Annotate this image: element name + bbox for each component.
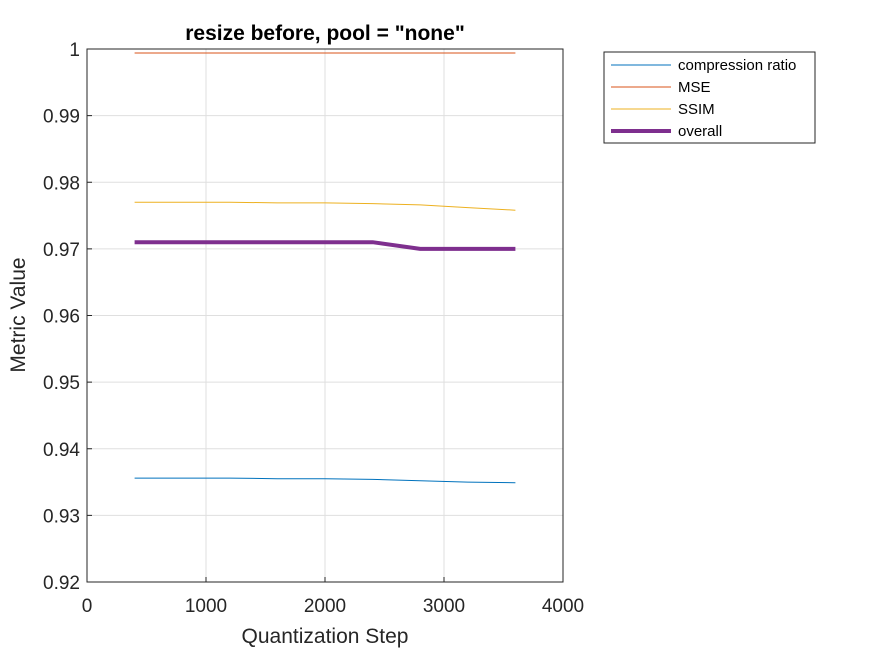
series-line-compression-ratio: [134, 477, 516, 484]
y-tick-label: 0.94: [43, 440, 80, 461]
series-line-ssim: [134, 201, 516, 211]
y-tick-label: 1: [69, 40, 80, 61]
y-axis-label: Metric Value: [7, 257, 30, 372]
x-tick-label: 1000: [185, 596, 227, 617]
y-tick-label: 0.98: [43, 173, 80, 194]
series-layer: [134, 52, 516, 484]
legend-entry-label: compression ratio: [678, 57, 796, 74]
y-tick-label: 0.96: [43, 307, 80, 328]
chart-title: resize before, pool = "none": [185, 22, 465, 45]
x-tick-label: 0: [82, 596, 93, 617]
x-tick-label: 4000: [542, 596, 584, 617]
legend-entry-label: MSE: [678, 79, 711, 96]
legend-entry-label: overall: [678, 123, 722, 140]
y-tick-label: 0.99: [43, 107, 80, 128]
y-tick-label: 0.97: [43, 240, 80, 261]
legend-entry-label: SSIM: [678, 101, 715, 118]
y-tick-label: 0.93: [43, 506, 80, 527]
x-tick-label: 3000: [423, 596, 465, 617]
x-axis-label: Quantization Step: [242, 625, 409, 648]
legend-box: [603, 51, 816, 144]
series-line-overall: [134, 240, 516, 251]
x-tick-label: 2000: [304, 596, 346, 617]
y-tick-label: 0.95: [43, 373, 80, 394]
grid-lines: [87, 49, 563, 582]
y-axis-ticks: 0.92 0.93 0.94 0.95 0.96 0.97 0.98 0.99 1: [43, 40, 92, 594]
x-axis-ticks: 0 1000 2000 3000 4000: [82, 577, 584, 617]
legend: compression ratio MSE SSIM overall: [603, 51, 816, 144]
y-tick-label: 0.92: [43, 573, 80, 594]
